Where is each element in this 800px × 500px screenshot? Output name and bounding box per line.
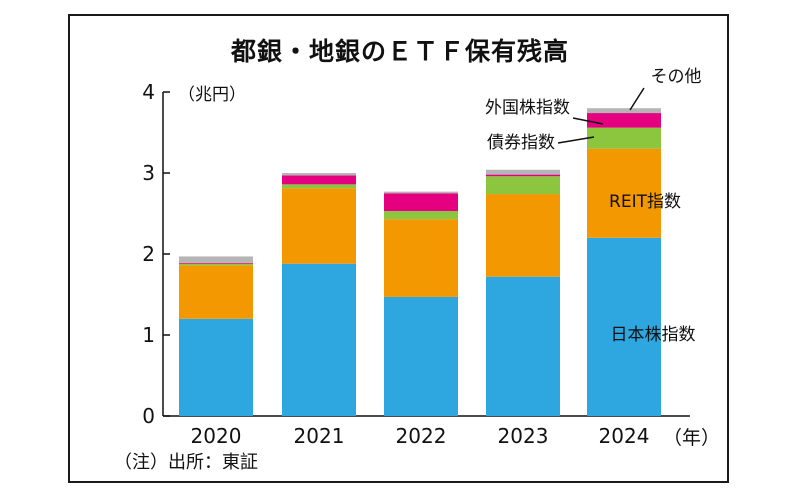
bar-segment-2024-3 (587, 113, 661, 128)
series-label: その他 (651, 67, 702, 87)
bar-segment-2022-2 (384, 211, 458, 220)
bar-segment-2021-1 (282, 188, 356, 264)
bar-segment-2020-0 (179, 318, 253, 416)
bar-segment-2020-1 (179, 265, 253, 319)
y-tick-label: 2 (142, 242, 155, 266)
chart-title: 都銀・地銀のＥＴＦ保有残高 (230, 37, 569, 66)
bar-segment-2020-3 (179, 262, 253, 264)
y-tick-label: 1 (142, 323, 155, 347)
bar-segment-2022-1 (384, 219, 458, 297)
bar-segment-2021-2 (282, 184, 356, 189)
bar-segment-2021-3 (282, 175, 356, 185)
bar-segment-2022-4 (384, 191, 458, 194)
y-tick-label: 3 (142, 161, 155, 185)
bar-segment-2023-2 (486, 176, 560, 195)
bar-segment-2021-0 (282, 263, 356, 416)
source-note: （注）出所：東証 (114, 452, 258, 473)
bar-segment-2023-1 (486, 194, 560, 277)
x-tick-label: 2021 (294, 424, 345, 448)
series-label: 日本株指数 (611, 325, 696, 345)
series-label: REIT指数 (609, 192, 681, 212)
series-label: 外国株指数 (485, 98, 570, 118)
bar-segment-2024-1 (587, 148, 661, 238)
series-label: 債券指数 (487, 133, 555, 153)
bar-segment-2022-3 (384, 193, 458, 212)
y-tick-label: 4 (142, 80, 155, 104)
bar-segment-2023-0 (486, 276, 560, 416)
bar-segment-2024-0 (587, 237, 661, 416)
leader-line (629, 87, 645, 111)
bar-segment-2023-4 (486, 169, 560, 175)
leader-line (557, 136, 595, 144)
y-tick-label: 0 (142, 404, 155, 428)
x-tick-label: 2023 (498, 424, 549, 448)
x-tick-label: 2020 (191, 424, 242, 448)
bar-segment-2020-4 (179, 256, 253, 263)
x-tick-label: 2024 (599, 424, 650, 448)
y-unit-label: （兆円） (178, 85, 246, 105)
bar-segment-2022-0 (384, 296, 458, 416)
x-tick-label: 2022 (396, 424, 447, 448)
bar-segment-2021-4 (282, 173, 356, 176)
x-unit-label: （年） (663, 427, 721, 449)
leader-line (572, 117, 604, 125)
bar-segment-2024-2 (587, 127, 661, 149)
bar-segment-2024-4 (587, 108, 661, 114)
bar-segment-2020-2 (179, 263, 253, 266)
bar-segment-2023-3 (486, 174, 560, 177)
